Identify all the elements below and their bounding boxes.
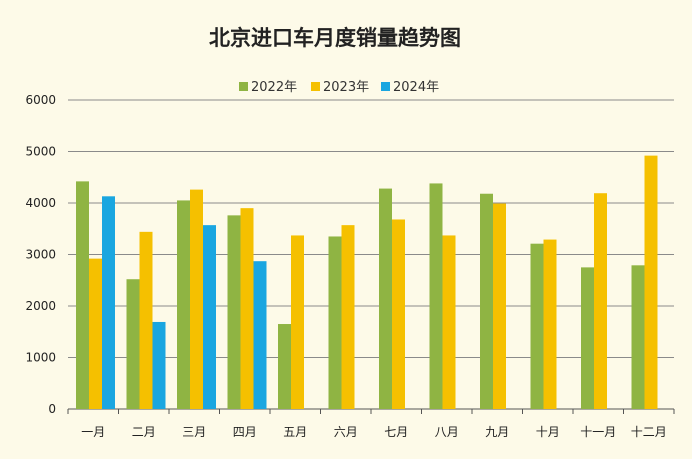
x-category-label: 一月 [81,425,105,439]
bar-2024年-一月 [102,196,115,409]
bar-2022年-六月 [328,236,342,409]
x-category-label: 十二月 [631,425,667,439]
bar-2023年-五月 [291,235,304,409]
legend-swatch [239,82,248,91]
x-category-label: 九月 [485,425,509,439]
y-axis: 0 1000 2000 3000 4000 5000 6000 [25,93,56,416]
legend-label: 2024年 [393,80,439,95]
x-category-label: 四月 [233,425,257,439]
x-category-label: 六月 [334,425,358,439]
bar-2023年-三月 [190,189,203,409]
bar-2022年-三月 [177,200,190,409]
y-tick-label: 1000 [25,351,56,365]
y-tick-label: 3000 [25,248,56,262]
gridlines [68,99,674,410]
bar-2023年-六月 [341,225,355,409]
bars [76,155,658,409]
bar-2023年-十月 [543,239,557,409]
y-tick-label: 5000 [25,145,56,159]
bar-2022年-四月 [227,215,241,409]
y-tick-label: 4000 [25,196,56,210]
legend-label: 2023年 [323,80,369,95]
y-tick-label: 2000 [25,299,56,313]
x-axis: 一月 二月 三月 四月 五月 六月 七月 八月 九月 十月 十一月 十二月 [67,409,675,439]
bar-2023年-十一月 [594,193,607,409]
bar-2022年-五月 [278,324,291,409]
bar-2022年-八月 [429,183,443,409]
bar-2023年-七月 [392,219,405,409]
legend-swatch [311,82,320,91]
x-category-label: 二月 [132,425,156,439]
bar-2023年-二月 [139,231,153,409]
bar-2022年-九月 [480,193,493,409]
bar-2024年-二月 [152,321,166,409]
bar-2023年-四月 [240,208,254,409]
legend-label: 2022年 [251,80,297,95]
x-category-label: 十月 [536,425,560,439]
bar-2022年-一月 [76,181,89,409]
y-tick-label: 6000 [25,93,56,107]
x-category-label: 三月 [182,425,206,439]
bar-2022年-七月 [379,188,392,409]
bar-2024年-三月 [203,225,216,409]
x-category-label: 十一月 [580,425,616,439]
chart-title: 北京进口车月度销量趋势图 [209,26,461,50]
bar-2023年-一月 [89,258,102,409]
bar-2023年-八月 [442,235,456,409]
bar-2022年-十二月 [631,265,645,409]
legend-swatch [381,82,390,91]
bar-2022年-十一月 [581,267,594,409]
x-category-label: 五月 [283,425,307,439]
bar-2024年-四月 [253,261,267,409]
legend: 2022年 2023年 2024年 [239,80,439,95]
bar-2023年-九月 [493,203,506,409]
x-category-label: 七月 [384,425,408,439]
x-category-label: 八月 [435,425,459,439]
bar-2023年-十二月 [644,155,658,409]
bar-2022年-十月 [530,243,544,409]
y-tick-label: 0 [48,402,56,416]
bar-2022年-二月 [126,279,140,409]
